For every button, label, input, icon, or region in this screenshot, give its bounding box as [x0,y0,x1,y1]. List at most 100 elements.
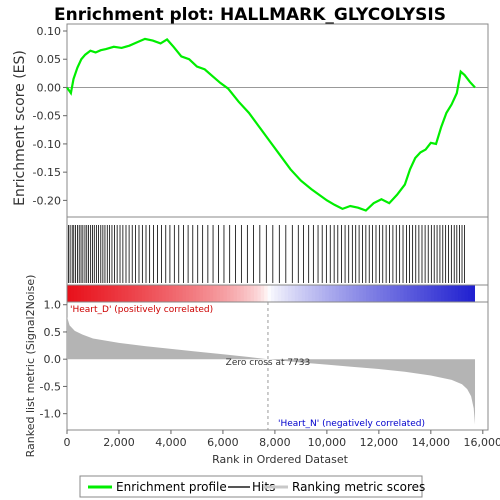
heatmap-cell [335,285,340,302]
heatmap-cell [352,285,357,302]
heatmap-cell [209,285,214,302]
positive-class-label: 'Heart_D' (positively correlated) [70,305,213,315]
heatmap-cell [386,285,391,302]
heatmap-cell [277,285,282,302]
heatmap-cell [437,285,442,302]
heatmap-cell [373,285,378,302]
heatmap-cell [155,285,160,302]
heatmap-cell [124,285,129,302]
es-y-tick-label: 0.05 [37,53,62,66]
legend-box [79,475,423,498]
heatmap-cell [417,285,422,302]
heatmap-cell [223,285,228,302]
heatmap-cell [175,285,180,302]
heatmap-cell [152,285,157,302]
heatmap-cell [339,285,344,302]
heatmap-cell [332,285,337,302]
heatmap-cell [240,285,245,302]
heatmap-cell [145,285,150,302]
rank-x-tick-label: 10,000 [308,436,347,449]
heatmap-cell [345,285,350,302]
heatmap-cell [318,285,323,302]
heatmap-cell [230,285,235,302]
heatmap-cell [77,285,82,302]
heatmap-cell [400,285,405,302]
heatmap-cell [464,285,469,302]
rank-x-ticks: 0 2,000 4,000 6,000 8,000 10,000 12,000 14,000 1… [64,430,500,449]
heatmap-cell [206,285,211,302]
heatmap-cell [451,285,456,302]
heatmap-cell [107,285,112,302]
legend-label-metric: Ranking metric scores [292,480,425,494]
heatmap-cell [407,285,412,302]
rank-x-tick-label: 6,000 [207,436,239,449]
heatmap-cell [267,285,272,302]
heatmap-cell [148,285,153,302]
heatmap-cell [162,285,167,302]
heatmap-cell [369,285,374,302]
heatmap-cell [291,285,296,302]
es-y-tick-label: -0.20 [33,194,61,207]
heatmap-cell [203,285,208,302]
hit-marks [68,225,466,283]
rank-x-tick-label: 16,000 [464,436,500,449]
heatmap-cell [379,285,384,302]
heatmap-cell [325,285,330,302]
heatmap-cell [135,285,140,302]
heatmap-cell [257,285,262,302]
heatmap-cell [271,285,276,302]
heatmap-cell [413,285,418,302]
enrichment-profile-line [66,37,476,212]
heatmap-cell [243,285,248,302]
heatmap-cell [189,285,194,302]
heatmap-cell [308,285,313,302]
heatmap-cell [158,285,163,302]
heatmap-cell [322,285,327,302]
legend-label-enrichment: Enrichment profile [116,480,227,494]
heatmap-cell [169,285,174,302]
heatmap-cell [366,285,371,302]
heatmap-cell [94,285,99,302]
heatmap-cell [441,285,446,302]
es-y-axis-label: Enrichment score (ES) [12,50,28,206]
heatmap-cell [97,285,102,302]
heatmap-cell [141,285,146,302]
legend-label-hits: Hits [252,480,275,494]
rank-heatmap-bar [67,285,488,302]
rank-y-tick-label: 0.5 [44,326,62,339]
heatmap-cell [90,285,95,302]
heatmap-cell [264,285,269,302]
heatmap-cell [213,285,218,302]
heatmap-cell [430,285,435,302]
hits-panel-frame [66,216,489,286]
heatmap-cell [383,285,388,302]
heatmap-cell [87,285,92,302]
heatmap-cell [274,285,279,302]
heatmap-cell [458,285,463,302]
heatmap-cell [424,285,429,302]
heatmap-cell [233,285,238,302]
es-y-tick-label: -0.15 [33,166,61,179]
heatmap-cell [104,285,109,302]
heatmap-blank [475,285,488,302]
legend: Enrichment profile Hits Ranking metric s… [79,475,425,498]
heatmap-cell [359,285,364,302]
heatmap-cell [70,285,75,302]
heatmap-cell [447,285,452,302]
heatmap-cell [114,285,119,302]
rank-y-axis-label: Ranked list metric (Signal2Noise) [24,275,37,458]
heatmap-cell [342,285,347,302]
heatmap-cell [454,285,459,302]
heatmap-cell [298,285,303,302]
heatmap-cell [172,285,177,302]
chart-title: Enrichment plot: HALLMARK_GLYCOLYSIS [54,5,446,25]
heatmap-cell [67,285,72,302]
heatmap-cell [118,285,123,302]
heatmap-cell [128,285,133,302]
rank-x-tick-label: 4,000 [155,436,187,449]
rank-x-axis-label: Rank in Ordered Dataset [212,453,349,466]
es-y-ticks: 0.10 0.05 0.00 -0.05 -0.10 -0.15 -0.20 [33,25,67,207]
heatmap-cell [420,285,425,302]
heatmap-cell [226,285,231,302]
heatmap-cell [390,285,395,302]
